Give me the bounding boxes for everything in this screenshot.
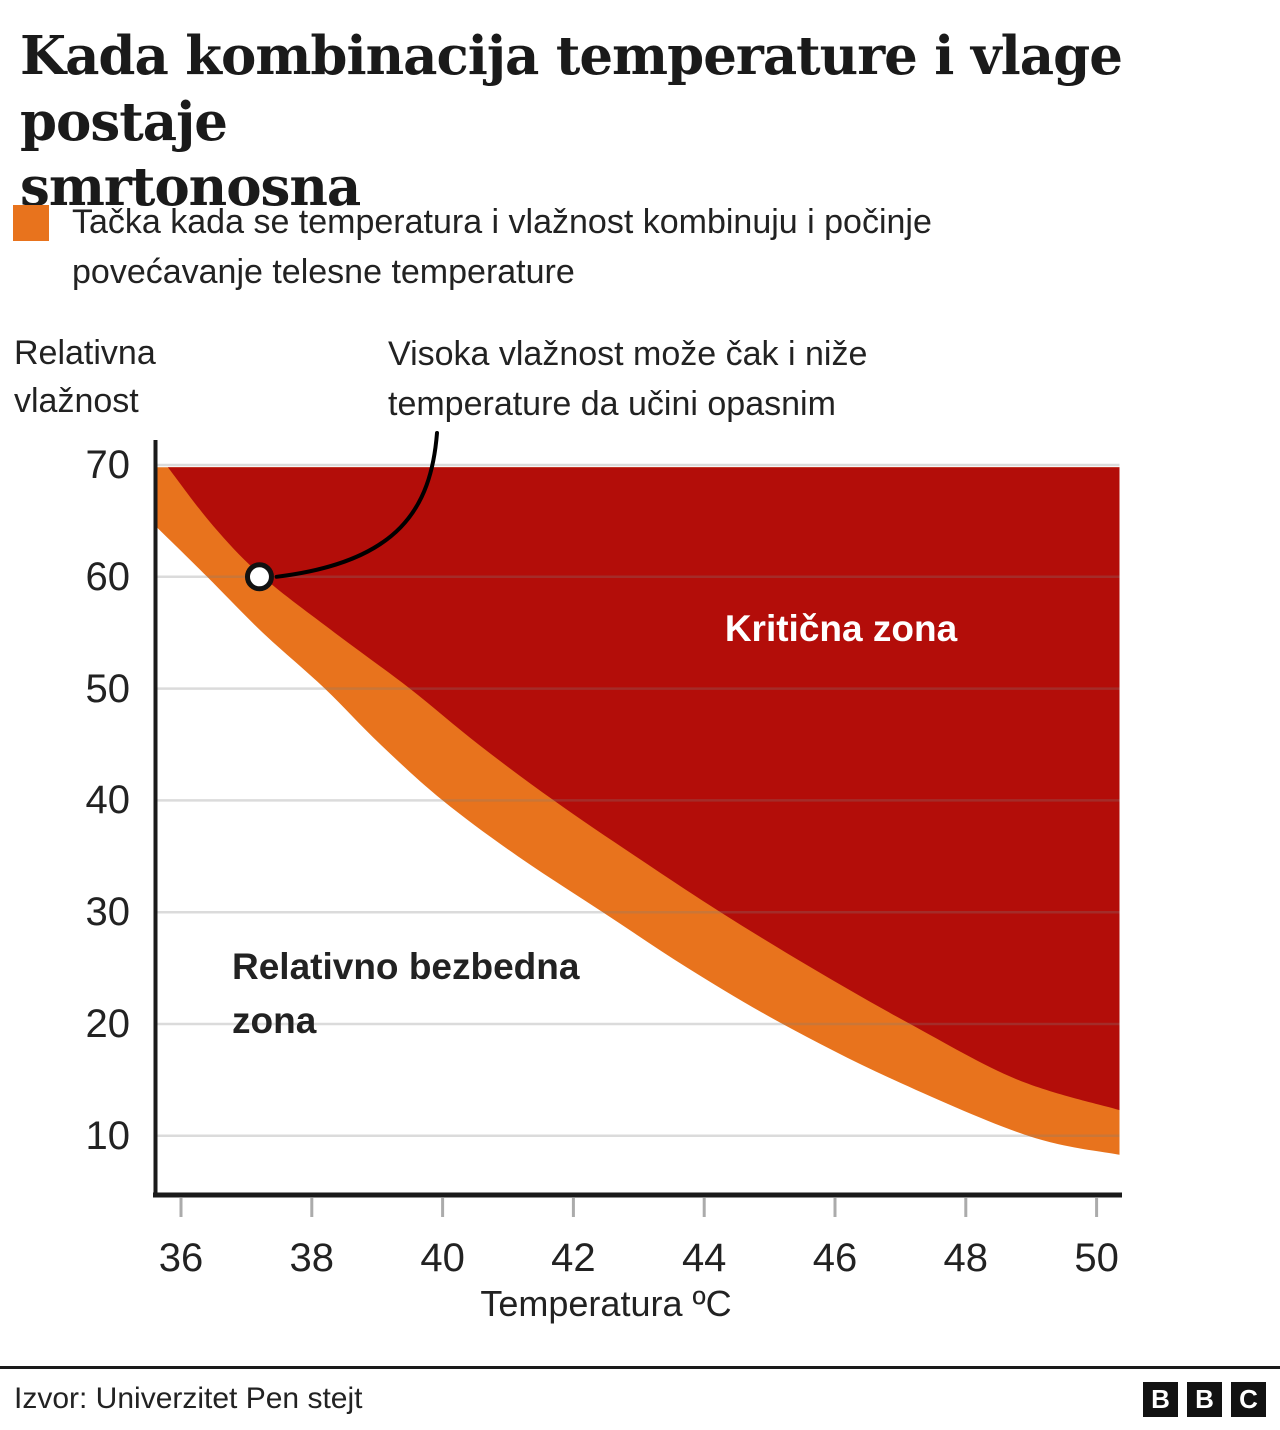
y-tick-label-30: 30 [85,890,131,935]
x-tick-label-36: 36 [158,1236,204,1280]
x-axis-title: Temperatura ºC [480,1283,732,1324]
legend-swatch [13,205,49,241]
page-title-line1: Kada kombinacija temperature i vlage pos… [20,25,1123,153]
legend-label-line2: povećavanje telesne temperature [72,252,575,291]
page-title-line2: smrtonosna [20,156,361,219]
page-title: Kada kombinacija temperature i vlage pos… [20,24,1270,221]
legend-label: Tačka kada se temperatura i vlažnost kom… [72,198,932,298]
y-tick-label-20: 20 [85,1002,131,1046]
x-tick-label-40: 40 [420,1236,465,1280]
y-axis-title: Relativna vlažnost [14,334,156,420]
source-text: Izvor: Univerzitet Pen stejt [14,1382,363,1415]
x-tick-label-38: 38 [289,1236,335,1280]
annotation-connector [274,431,439,579]
y-tick-label-60: 60 [85,554,131,599]
critical-zone-area [167,467,1120,1111]
bbc-logo-letter-1: B [1143,1382,1178,1417]
y-tick-label-50: 50 [85,666,131,711]
x-tick-label-42: 42 [551,1236,596,1280]
annotation-line1: Visoka vlažnost može čak i niže [388,335,868,373]
annotation-text: Visoka vlažnost može čak i niže temperat… [388,330,867,430]
y-tick-label-70: 70 [85,443,131,487]
bbc-logo-letter-3: C [1231,1382,1266,1417]
x-tick-label-48: 48 [943,1236,989,1280]
annotation-line2: temperature da učini opasnim [388,384,836,423]
safe-zone-label: Relativno bezbedna zona [232,946,580,1041]
footer-divider [0,1366,1280,1369]
x-tick-label-46: 46 [812,1236,858,1280]
x-tick-label-50: 50 [1074,1236,1119,1280]
critical-zone-label: Kritična zona [724,608,958,649]
legend-label-line1: Tačka kada se temperatura i vlažnost kom… [72,203,932,241]
y-tick-label-10: 10 [85,1113,131,1158]
y-tick-label-40: 40 [85,778,131,823]
annotation-point-marker [244,562,274,592]
x-tick-label-44: 44 [681,1236,727,1280]
bbc-logo-letter-2: B [1187,1382,1222,1417]
